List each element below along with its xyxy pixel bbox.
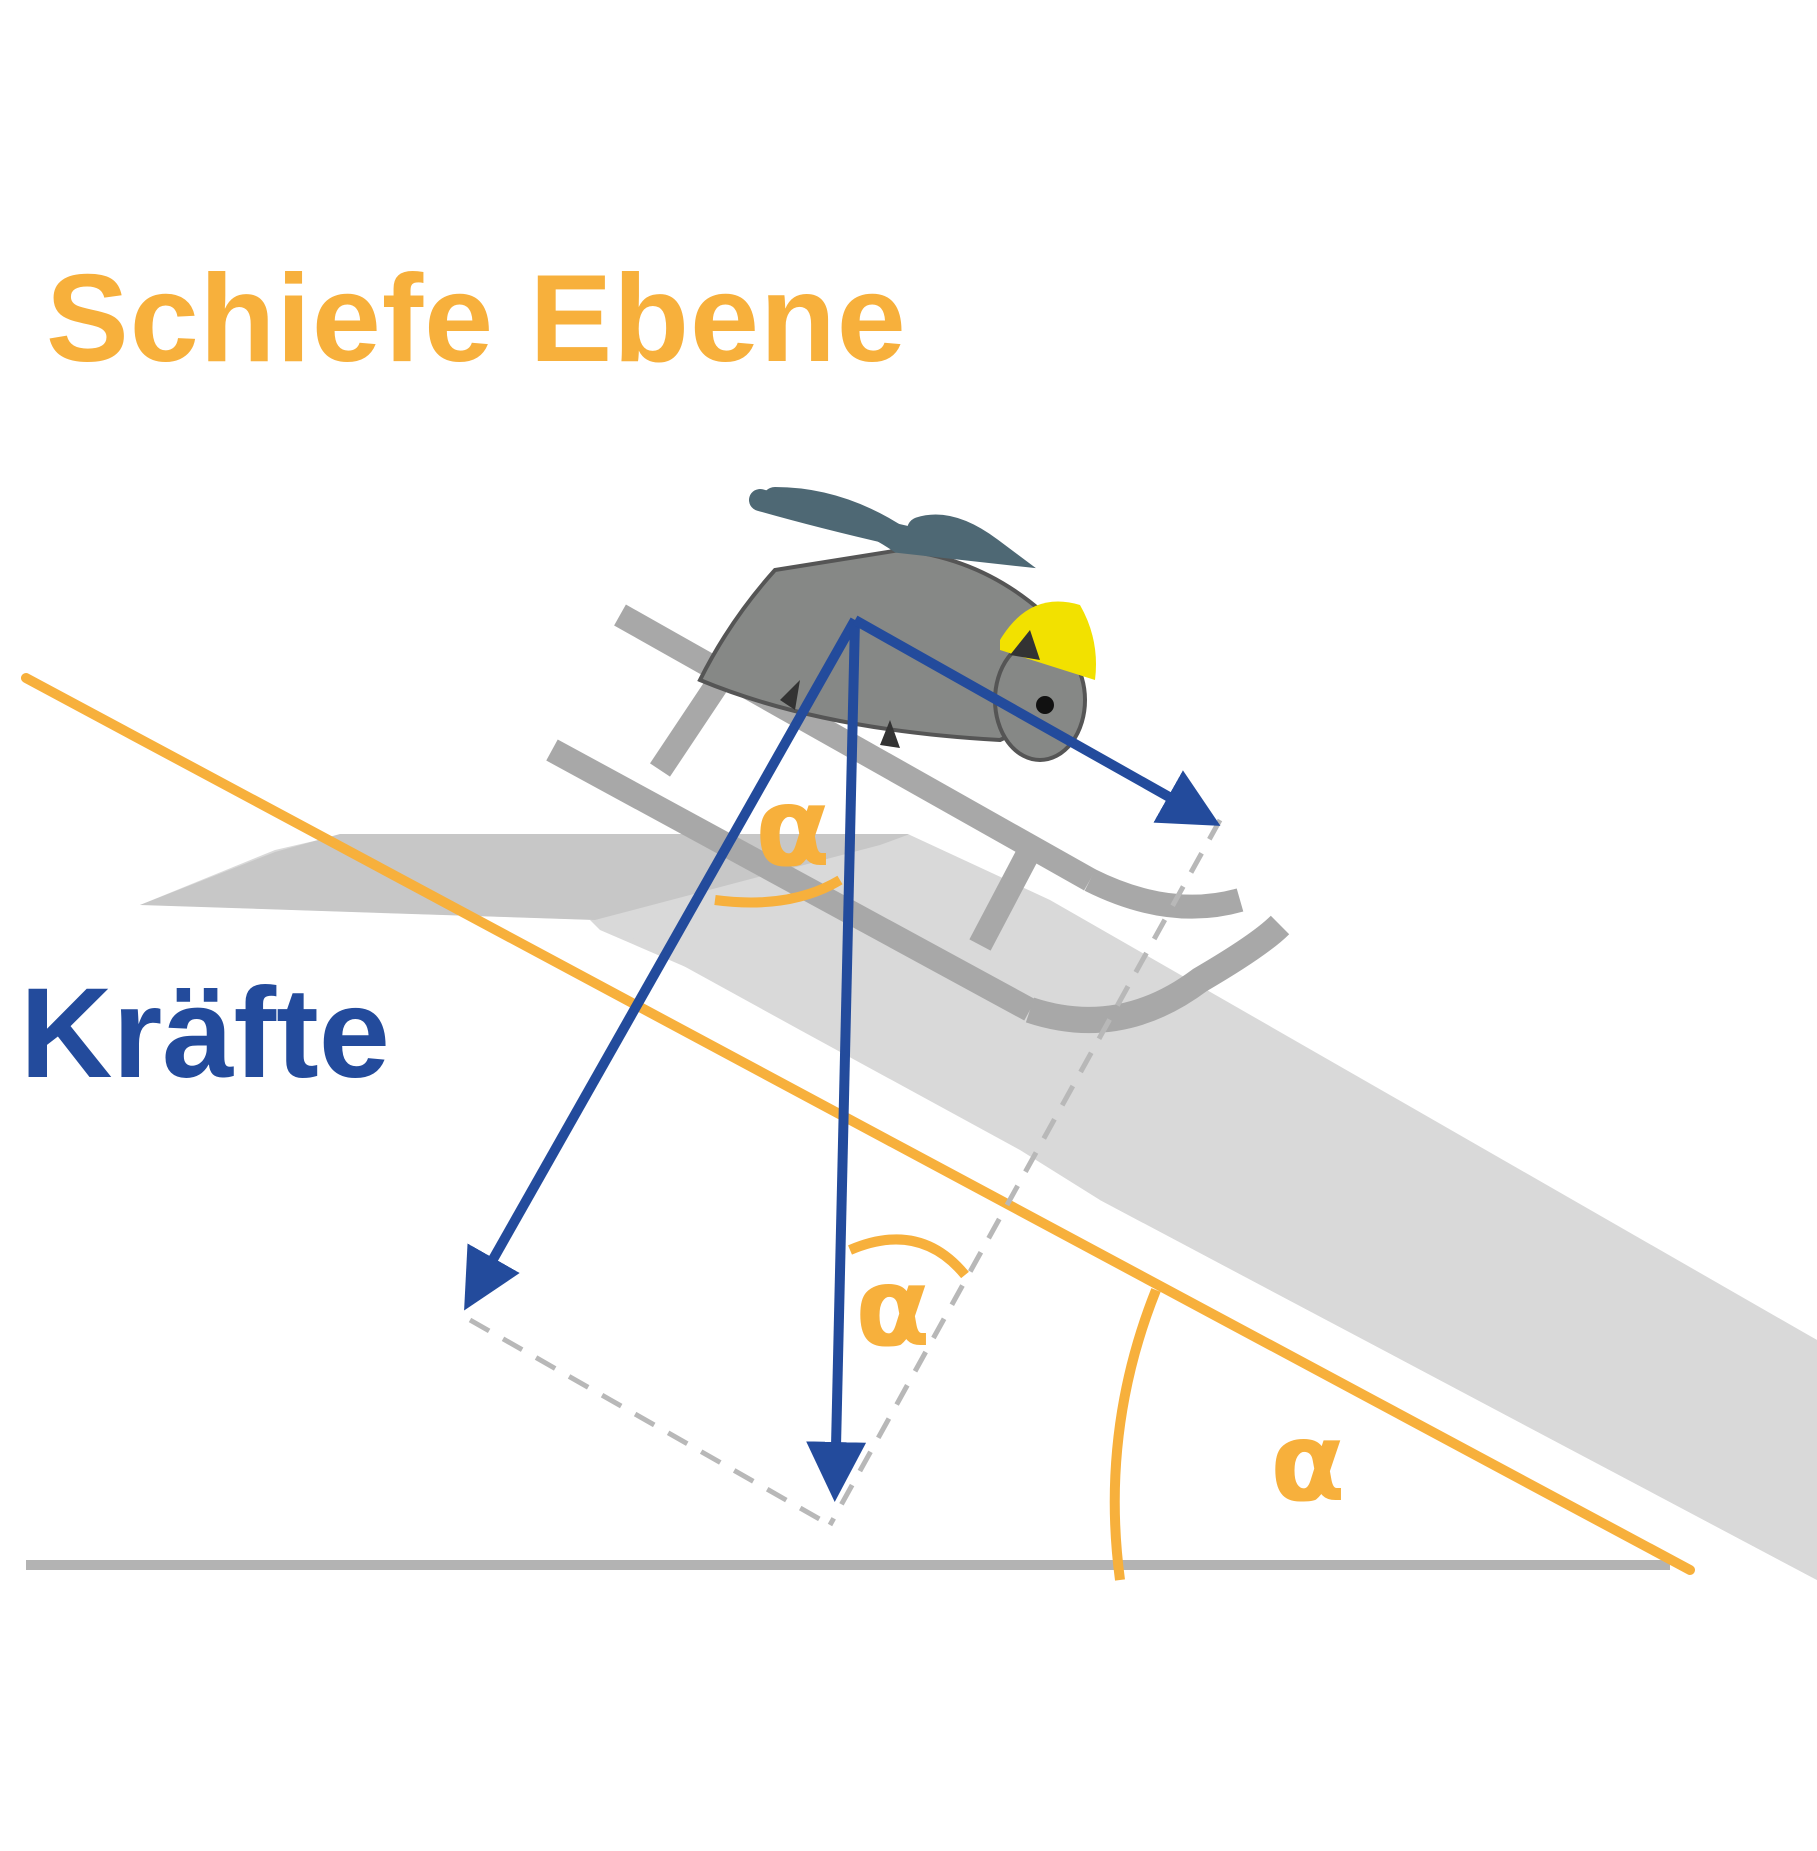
diagram-subtitle: Kräfte <box>20 962 390 1105</box>
force-arrow-downhill-component <box>852 615 1221 826</box>
ramp-top <box>140 835 1817 1580</box>
middle-angle-arc <box>848 1234 969 1279</box>
dashed-construction <box>468 818 1223 1528</box>
force-arrow-gravity <box>806 619 867 1502</box>
diagram-title: Schiefe Ebene <box>46 250 907 388</box>
alpha-label-middle: α <box>855 1243 931 1371</box>
upper-angle-arc <box>714 875 843 908</box>
base-angle-arc <box>1109 1288 1161 1581</box>
alpha-label-upper: α <box>755 763 831 891</box>
force-arrow-normal-component <box>464 617 860 1311</box>
incline-line <box>21 673 1695 1575</box>
force-arrows <box>464 615 1221 1502</box>
alpha-label-base: α <box>1270 1398 1346 1526</box>
